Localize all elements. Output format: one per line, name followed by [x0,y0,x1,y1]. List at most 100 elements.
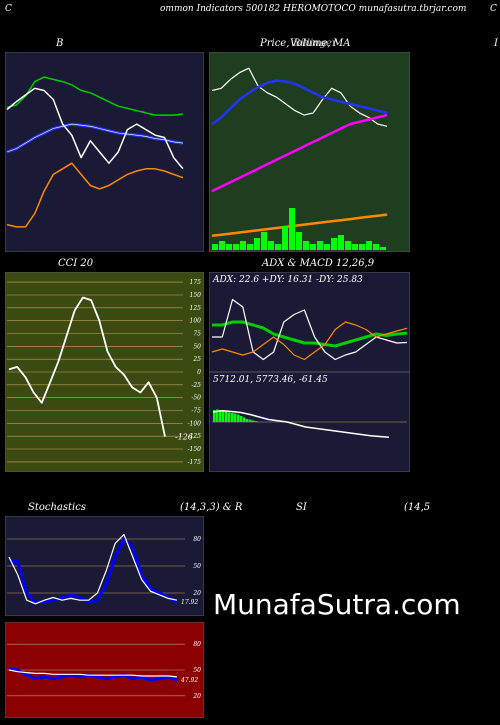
cci-tick-label: 75 [193,330,201,337]
macd-histogram-bar [225,411,228,422]
volume-bar [366,241,372,250]
bollinger-series [6,76,184,228]
cci-tick-label: -175 [188,459,202,466]
macd-histogram-bar [216,409,219,422]
volume-bar [303,241,309,250]
price-background [209,52,410,252]
macd-histogram-bar [237,414,240,422]
bollinger-series-line-3 [6,162,184,228]
cci-tick-label: -50 [191,395,201,402]
price-series [211,67,388,250]
rsi-tick-label: 50 [193,667,201,674]
stochastics-params: (14,3,3) & R [180,502,243,513]
header-left: C [5,4,12,14]
rsi-panel: 80 50 20 47.92 [5,622,204,718]
stochastics-series: 80 50 20 17.92 [7,533,201,606]
stochastics-tick-label: 80 [193,536,201,543]
macd-histogram-bar [222,410,225,422]
volume-bar [268,241,274,250]
stochastics-series-line-0 [9,537,178,604]
volume-bar [338,235,344,250]
volume-bar [317,241,323,250]
cci-tick-label: 125 [190,305,202,312]
macd-histogram-bar [249,419,252,422]
stochastics-tick-label: 20 [192,590,201,597]
price-series-line-2 [211,113,388,193]
price-series-line-0 [211,67,388,127]
adx-series-line-1 [212,298,408,361]
bollinger-series-line-2 [6,87,184,170]
cci-tick-label: -125 [188,433,202,440]
macd-series [212,409,407,439]
cci-panel: 175 150 125 100 75 50 25 0 -25 -50 -75 -100 -125 -150… [5,272,204,472]
header-right: C [490,4,497,14]
rsi-title: SI [296,502,307,513]
macd-panel [209,372,410,472]
price-title-overlap: Billinger [293,38,337,49]
volume-bar [373,244,379,250]
price-title-ma: MA [333,38,351,49]
volume-bar [233,244,239,250]
price-series-line-3 [211,213,388,238]
volume-bar [345,241,351,250]
cci-tick-label: 175 [190,279,202,286]
adx-series-line-2 [211,321,408,361]
header-title: ommon Indicators 500182 HEROMOTOCO munaf… [160,4,467,14]
volume-bar [380,247,386,250]
bollinger-panel [5,52,204,252]
adx-readout: ADX: 22.6 +DY: 16.31 -DY: 25.83 [213,275,363,285]
cci-tick-label: 100 [190,318,202,325]
macd-histogram-bar [234,413,237,422]
volume-bar [212,244,218,250]
rsi-tick-label: 80 [193,641,201,648]
volume-bar [275,244,281,250]
macd-histogram-bar [252,420,255,422]
cci-tick-label: 50 [193,343,201,350]
macd-histogram-bar [255,421,258,422]
rsi-last-label: 47.92 [180,677,198,684]
macd-series-line-0 [212,410,390,439]
cci-tick-label: 150 [190,292,202,299]
stochastics-title: Stochastics [28,502,86,513]
bollinger-title: B [56,38,64,49]
stochastics-series-line-1 [8,533,178,605]
volume-bar [282,226,288,250]
volume-bar [310,244,316,250]
volume-bar [219,241,225,250]
macd-histogram-bar [240,416,243,422]
volume-bar [359,244,365,250]
cci-series: 175 150 125 100 75 50 25 0 -25 -50 -75 -100 -125 -150… [7,279,201,466]
volume-bar [240,241,246,250]
stochastics-tick-label: 50 [193,563,201,570]
cci-tick-label: -100 [188,420,202,427]
cci-tick-label: -25 [191,382,201,389]
volume-bar [261,232,267,250]
macd-histogram-bar [219,410,222,422]
volume-bar [296,232,302,250]
macd-histogram-bar [246,419,249,422]
macd-histogram-bar [243,417,246,422]
macd-readout: 5712.01, 5773.46, -61.45 [213,375,328,385]
bollinger-series-line-0 [6,76,184,116]
rsi-tick-label: 20 [192,693,201,700]
price-panel [209,52,410,252]
volume-bar [324,244,330,250]
adx-title: ADX & MACD 12,26,9 [262,258,375,269]
rsi-series-line-1 [8,669,178,678]
rsi-params: (14,5 [404,502,431,513]
adx-series-line-0 [212,320,408,348]
cci-tick-label: -150 [188,446,202,453]
rsi-series-line-0 [8,666,178,682]
volume-bar [254,238,260,250]
volume-bar [247,244,253,250]
macd-histogram-bar [213,410,216,422]
cci-last-label: -126 [175,433,193,442]
bollinger-series-highlight-1 [6,123,184,153]
adx-panel [209,272,410,372]
stochastics-panel: 80 50 20 17.92 [5,516,204,616]
watermark: MunafaSutra.com [213,588,461,621]
price-title-price: Price, [260,38,290,49]
cci-tick-label: -75 [191,408,201,415]
volume-bar [331,238,337,250]
adx-series [211,298,408,361]
